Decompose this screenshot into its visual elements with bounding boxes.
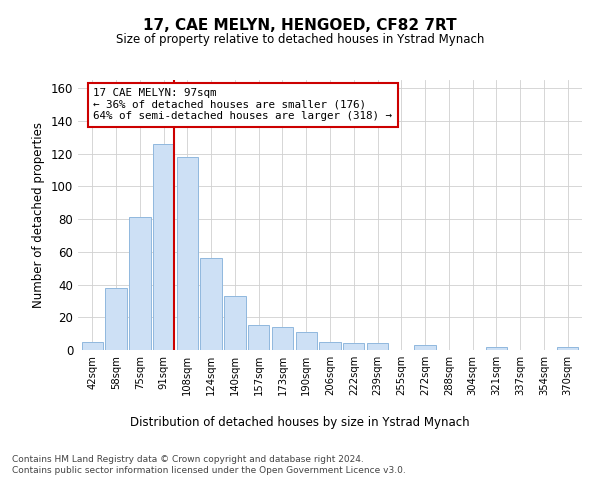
Bar xyxy=(153,144,174,350)
Bar xyxy=(557,346,578,350)
Text: Contains HM Land Registry data © Crown copyright and database right 2024.
Contai: Contains HM Land Registry data © Crown c… xyxy=(12,456,406,474)
Bar xyxy=(343,344,364,350)
Text: 17 CAE MELYN: 97sqm
← 36% of detached houses are smaller (176)
64% of semi-detac: 17 CAE MELYN: 97sqm ← 36% of detached ho… xyxy=(93,88,392,122)
Y-axis label: Number of detached properties: Number of detached properties xyxy=(32,122,45,308)
Bar xyxy=(129,218,151,350)
Bar xyxy=(248,326,269,350)
Bar xyxy=(200,258,222,350)
Bar xyxy=(367,344,388,350)
Text: Distribution of detached houses by size in Ystrad Mynach: Distribution of detached houses by size … xyxy=(130,416,470,429)
Bar xyxy=(296,332,317,350)
Bar xyxy=(319,342,341,350)
Bar xyxy=(272,327,293,350)
Bar xyxy=(106,288,127,350)
Text: 17, CAE MELYN, HENGOED, CF82 7RT: 17, CAE MELYN, HENGOED, CF82 7RT xyxy=(143,18,457,32)
Bar xyxy=(224,296,245,350)
Text: Size of property relative to detached houses in Ystrad Mynach: Size of property relative to detached ho… xyxy=(116,32,484,46)
Bar xyxy=(486,346,507,350)
Bar xyxy=(415,345,436,350)
Bar xyxy=(176,157,198,350)
Bar xyxy=(82,342,103,350)
